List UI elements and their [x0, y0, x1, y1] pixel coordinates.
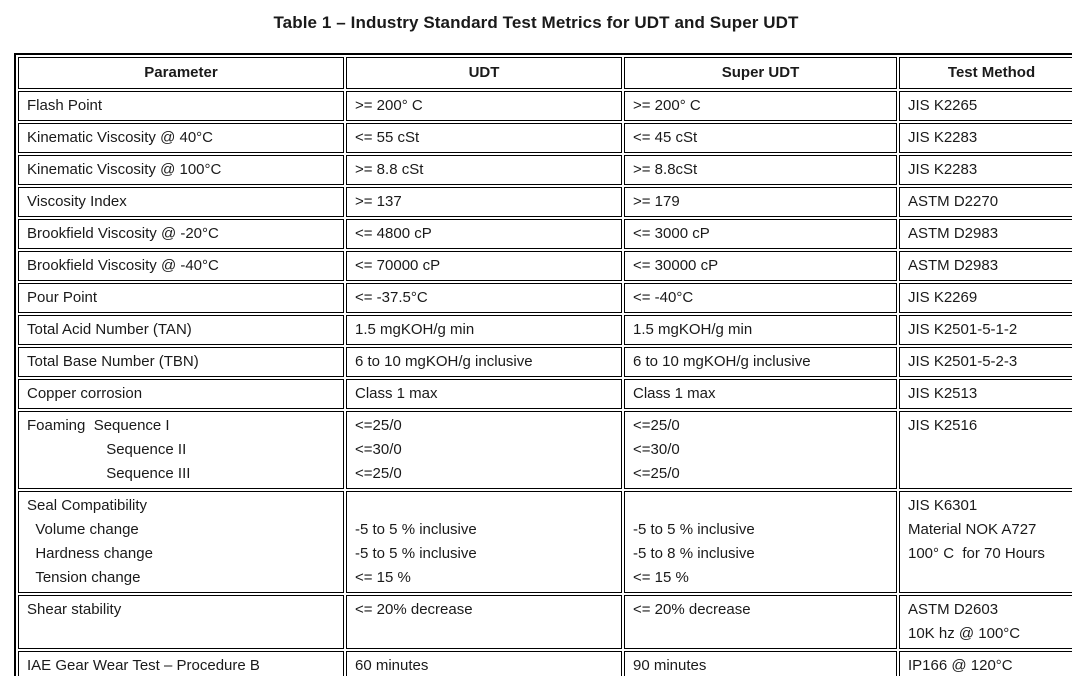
- column-header-parameter: Parameter: [18, 57, 344, 89]
- table-cell: Total Acid Number (TAN): [18, 315, 344, 345]
- table-cell: Foaming Sequence I Sequence II Sequence …: [18, 411, 344, 489]
- table-row: Brookfield Viscosity @ -40°C <= 70000 cP <…: [18, 251, 1072, 281]
- table-cell: -5 to 5 % inclusive -5 to 8 % inclusive …: [624, 491, 897, 593]
- table-cell: 6 to 10 mgKOH/g inclusive: [346, 347, 622, 377]
- table-row: Total Acid Number (TAN) 1.5 mgKOH/g min 1.…: [18, 315, 1072, 345]
- table-row: Foaming Sequence I Sequence II Sequence …: [18, 411, 1072, 489]
- table-row: Flash Point >= 200° C >= 200° C JIS K2265: [18, 91, 1072, 121]
- table-row: Seal Compatibility Volume change Hardnes…: [18, 491, 1072, 593]
- table-cell: JIS K2265: [899, 91, 1072, 121]
- table-cell: ASTM D2603 10K hz @ 100°C: [899, 595, 1072, 649]
- table-cell: <= 45 cSt: [624, 123, 897, 153]
- table-cell: JIS K6301 Material NOK A727 100° C for 7…: [899, 491, 1072, 593]
- table-cell: Flash Point: [18, 91, 344, 121]
- table-row: Pour Point <= -37.5°C <= -40°C JIS K2269: [18, 283, 1072, 313]
- table-row: Total Base Number (TBN) 6 to 10 mgKOH/g i…: [18, 347, 1072, 377]
- table-cell: >= 8.8cSt: [624, 155, 897, 185]
- table-row: IAE Gear Wear Test – Procedure B 60 minut…: [18, 651, 1072, 676]
- column-header-test-method: Test Method: [899, 57, 1072, 89]
- table-cell: Pour Point: [18, 283, 344, 313]
- table-cell: Brookfield Viscosity @ -40°C: [18, 251, 344, 281]
- column-header-udt: UDT: [346, 57, 622, 89]
- table-cell: 90 minutes: [624, 651, 897, 676]
- table-cell: Total Base Number (TBN): [18, 347, 344, 377]
- table-cell: <=25/0 <=30/0 <=25/0: [346, 411, 622, 489]
- table-cell: >= 200° C: [346, 91, 622, 121]
- table-cell: 1.5 mgKOH/g min: [346, 315, 622, 345]
- header-row: Parameter UDT Super UDT Test Method: [18, 57, 1072, 89]
- table-cell: JIS K2513: [899, 379, 1072, 409]
- table-cell: 60 minutes: [346, 651, 622, 676]
- table-cell: <= 55 cSt: [346, 123, 622, 153]
- table-cell: IP166 @ 120°C: [899, 651, 1072, 676]
- table-row: Viscosity Index >= 137 >= 179 ASTM D2270: [18, 187, 1072, 217]
- table-cell: Viscosity Index: [18, 187, 344, 217]
- table-cell: Brookfield Viscosity @ -20°C: [18, 219, 344, 249]
- table-row: Copper corrosion Class 1 max Class 1 max JI…: [18, 379, 1072, 409]
- table-cell: -5 to 5 % inclusive -5 to 5 % inclusive …: [346, 491, 622, 593]
- table-cell: JIS K2269: [899, 283, 1072, 313]
- table-cell: JIS K2501-5-2-3: [899, 347, 1072, 377]
- table-cell: ASTM D2983: [899, 219, 1072, 249]
- table-cell: ASTM D2270: [899, 187, 1072, 217]
- table-cell: Class 1 max: [624, 379, 897, 409]
- column-header-super-udt: Super UDT: [624, 57, 897, 89]
- table-cell: <= 20% decrease: [346, 595, 622, 649]
- table-cell: >= 137: [346, 187, 622, 217]
- table-cell: ASTM D2983: [899, 251, 1072, 281]
- table-row: Brookfield Viscosity @ -20°C <= 4800 cP <=…: [18, 219, 1072, 249]
- metrics-table: Parameter UDT Super UDT Test Method Flas…: [14, 53, 1072, 676]
- table-cell: >= 8.8 cSt: [346, 155, 622, 185]
- table-row: Kinematic Viscosity @ 40°C <= 55 cSt <= 45…: [18, 123, 1072, 153]
- table-cell: Seal Compatibility Volume change Hardnes…: [18, 491, 344, 593]
- table-row: Kinematic Viscosity @ 100°C >= 8.8 cSt >= …: [18, 155, 1072, 185]
- table-cell: Copper corrosion: [18, 379, 344, 409]
- table-cell: <= -37.5°C: [346, 283, 622, 313]
- table-cell: <= 20% decrease: [624, 595, 897, 649]
- table-cell: Kinematic Viscosity @ 40°C: [18, 123, 344, 153]
- table-cell: Kinematic Viscosity @ 100°C: [18, 155, 344, 185]
- table-cell: <=25/0 <=30/0 <=25/0: [624, 411, 897, 489]
- table-cell: JIS K2283: [899, 155, 1072, 185]
- table-cell: <= -40°C: [624, 283, 897, 313]
- table-cell: <= 4800 cP: [346, 219, 622, 249]
- table-cell: 6 to 10 mgKOH/g inclusive: [624, 347, 897, 377]
- table-cell: Class 1 max: [346, 379, 622, 409]
- table-cell: >= 179: [624, 187, 897, 217]
- table-cell: JIS K2283: [899, 123, 1072, 153]
- table-cell: >= 200° C: [624, 91, 897, 121]
- table-cell: <= 70000 cP: [346, 251, 622, 281]
- table-cell: Shear stability: [18, 595, 344, 649]
- table-title: Table 1 – Industry Standard Test Metrics…: [273, 13, 799, 32]
- table-cell: <= 3000 cP: [624, 219, 897, 249]
- table-row: Shear stability <= 20% decrease <= 20% dec…: [18, 595, 1072, 649]
- table-cell: 1.5 mgKOH/g min: [624, 315, 897, 345]
- table-header: Parameter UDT Super UDT Test Method: [18, 57, 1072, 89]
- table-cell: IAE Gear Wear Test – Procedure B: [18, 651, 344, 676]
- table-cell: JIS K2501-5-1-2: [899, 315, 1072, 345]
- table-cell: <= 30000 cP: [624, 251, 897, 281]
- table-cell: JIS K2516: [899, 411, 1072, 489]
- table-body: Flash Point >= 200° C >= 200° C JIS K2265 Ki…: [18, 91, 1072, 676]
